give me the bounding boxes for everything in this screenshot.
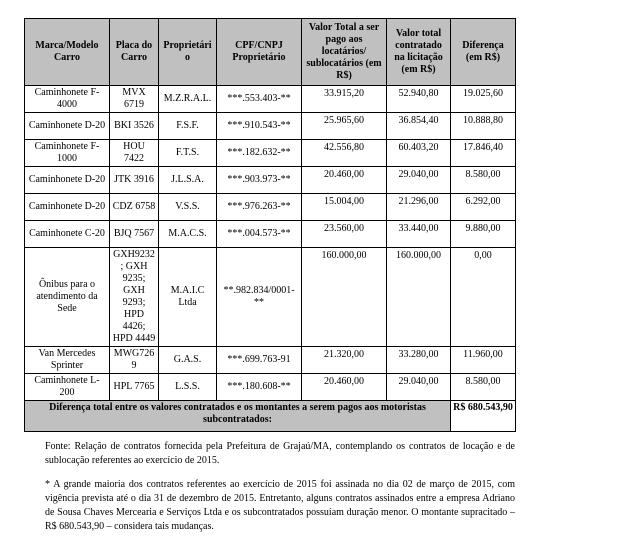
table-cell: 33.280,00: [386, 346, 451, 374]
table-cell: 21.320,00: [301, 346, 387, 374]
table-cell: JTK 3916: [109, 166, 159, 194]
table-cell: 33.440,00: [386, 220, 451, 248]
table-cell: 160.000,00: [301, 247, 387, 347]
table-row: Caminhonete D-20 BKI 3526 F.S.F. ***.910.54…: [24, 112, 516, 140]
column-header: Valor total contratado na licitação (em …: [386, 18, 451, 86]
table-cell: F.T.S.: [158, 139, 217, 167]
table-cell: 52.940,80: [386, 85, 451, 113]
source-note: Fonte: Relação de contratos fornecida pe…: [45, 441, 515, 466]
table-cell: Caminhonete F-4000: [24, 85, 110, 113]
table-cell: ***.699.763-91: [216, 346, 302, 374]
table-cell: Caminhonete L-200: [24, 373, 110, 401]
table-row: Caminhonete F-4000 MVX 6719 M.Z.R.A.L. ***.…: [24, 85, 516, 113]
table-cell: ***.553.403-**: [216, 85, 302, 113]
table-cell: F.S.F.: [158, 112, 217, 140]
total-value: R$ 680.543,90: [450, 400, 516, 432]
table-cell: 29.040,00: [386, 166, 451, 194]
table-cell: ***.182.632-**: [216, 139, 302, 167]
table-cell: MWG7269: [109, 346, 159, 374]
table-cell: 8.580,00: [450, 373, 516, 401]
table-cell: Ônibus para o atendimento da Sede: [24, 247, 110, 347]
table-cell: **.982.834/0001-**: [216, 247, 302, 347]
table-cell: J.L.S.A.: [158, 166, 217, 194]
page: Marca/Modelo Carro Placa do Carro Propriet…: [24, 18, 516, 534]
table-cell: Caminhonete F-1000: [24, 139, 110, 167]
table-cell: 160.000,00: [386, 247, 451, 347]
table-cell: 11.960,00: [450, 346, 516, 374]
table-row: Caminhonete L-200 HPL 7765 L.S.S. ***.180.6…: [24, 373, 516, 401]
table-cell: 17.846,40: [450, 139, 516, 167]
table-cell: BKI 3526: [109, 112, 159, 140]
table-cell: Van Mercedes Sprinter: [24, 346, 110, 374]
table-cell: CDZ 6758: [109, 193, 159, 221]
column-header: Valor Total a ser pago aos locatários/ s…: [301, 18, 387, 86]
table-cell: ***.976.263-**: [216, 193, 302, 221]
total-label: Diferença total entre os valores contrat…: [24, 400, 451, 432]
table-cell: HPL 7765: [109, 373, 159, 401]
table-cell: Caminhonete C-20: [24, 220, 110, 248]
table-cell: Caminhonete D-20: [24, 112, 110, 140]
column-header: CPF/CNPJ Proprietário: [216, 18, 302, 86]
table-cell: ***.004.573-**: [216, 220, 302, 248]
table-row: Caminhonete D-20 JTK 3916 J.L.S.A. ***.903.…: [24, 166, 516, 194]
table-cell: 6.292,00: [450, 193, 516, 221]
table-cell: GXH9232; GXH 9235; GXH 9293; HPD 4426; H…: [109, 247, 159, 347]
table-cell: Caminhonete D-20: [24, 193, 110, 221]
table-cell: 8.580,00: [450, 166, 516, 194]
table-row: Caminhonete C-20 BJQ 7567 M.A.C.S. ***.004.…: [24, 220, 516, 248]
table-row: Caminhonete F-1000 HOU 7422 F.T.S. ***.182.…: [24, 139, 516, 167]
notes: Fonte: Relação de contratos fornecida pe…: [45, 440, 515, 534]
table-row: Caminhonete D-20 CDZ 6758 V.S.S. ***.976.26…: [24, 193, 516, 221]
table-cell: G.A.S.: [158, 346, 217, 374]
table-cell: BJQ 7567: [109, 220, 159, 248]
table-cell: 10.888,80: [450, 112, 516, 140]
table-cell: 23.560,00: [301, 220, 387, 248]
table-cell: 19.025,60: [450, 85, 516, 113]
column-header: Marca/Modelo Carro: [24, 18, 110, 86]
table-cell: M.Z.R.A.L.: [158, 85, 217, 113]
table-cell: L.S.S.: [158, 373, 217, 401]
table-cell: 36.854,40: [386, 112, 451, 140]
table-cell: ***.903.973-**: [216, 166, 302, 194]
table-cell: 9.880,00: [450, 220, 516, 248]
table-row: Van Mercedes Sprinter MWG7269 G.A.S. ***.69…: [24, 346, 516, 374]
table-cell: 15.004,00: [301, 193, 387, 221]
table-cell: 33.915,20: [301, 85, 387, 113]
table-header-row: Marca/Modelo Carro Placa do Carro Propriet…: [24, 18, 516, 86]
table-row: Ônibus para o atendimento da Sede GXH9232…: [24, 247, 516, 347]
table-cell: Caminhonete D-20: [24, 166, 110, 194]
contracts-table: Marca/Modelo Carro Placa do Carro Propriet…: [24, 18, 516, 432]
table-cell: 20.460,00: [301, 166, 387, 194]
table-cell: ***.910.543-**: [216, 112, 302, 140]
table-cell: 0,00: [450, 247, 516, 347]
table-cell: 20.460,00: [301, 373, 387, 401]
table-cell: 21.296,00: [386, 193, 451, 221]
total-row: Diferença total entre os valores contrat…: [24, 400, 516, 432]
column-header: Placa do Carro: [109, 18, 159, 86]
table-cell: 42.556,80: [301, 139, 387, 167]
column-header: Diferença (em R$): [450, 18, 516, 86]
table-cell: 60.403,20: [386, 139, 451, 167]
footnote: * A grande maioria dos contratos referen…: [45, 479, 515, 532]
table-cell: M.A.I.C Ltda: [158, 247, 217, 347]
table-cell: 25.965,60: [301, 112, 387, 140]
table-cell: V.S.S.: [158, 193, 217, 221]
column-header: Proprietário: [158, 18, 217, 86]
table-cell: M.A.C.S.: [158, 220, 217, 248]
table-cell: MVX 6719: [109, 85, 159, 113]
table-cell: 29.040,00: [386, 373, 451, 401]
table-cell: ***.180.608-**: [216, 373, 302, 401]
table-cell: HOU 7422: [109, 139, 159, 167]
